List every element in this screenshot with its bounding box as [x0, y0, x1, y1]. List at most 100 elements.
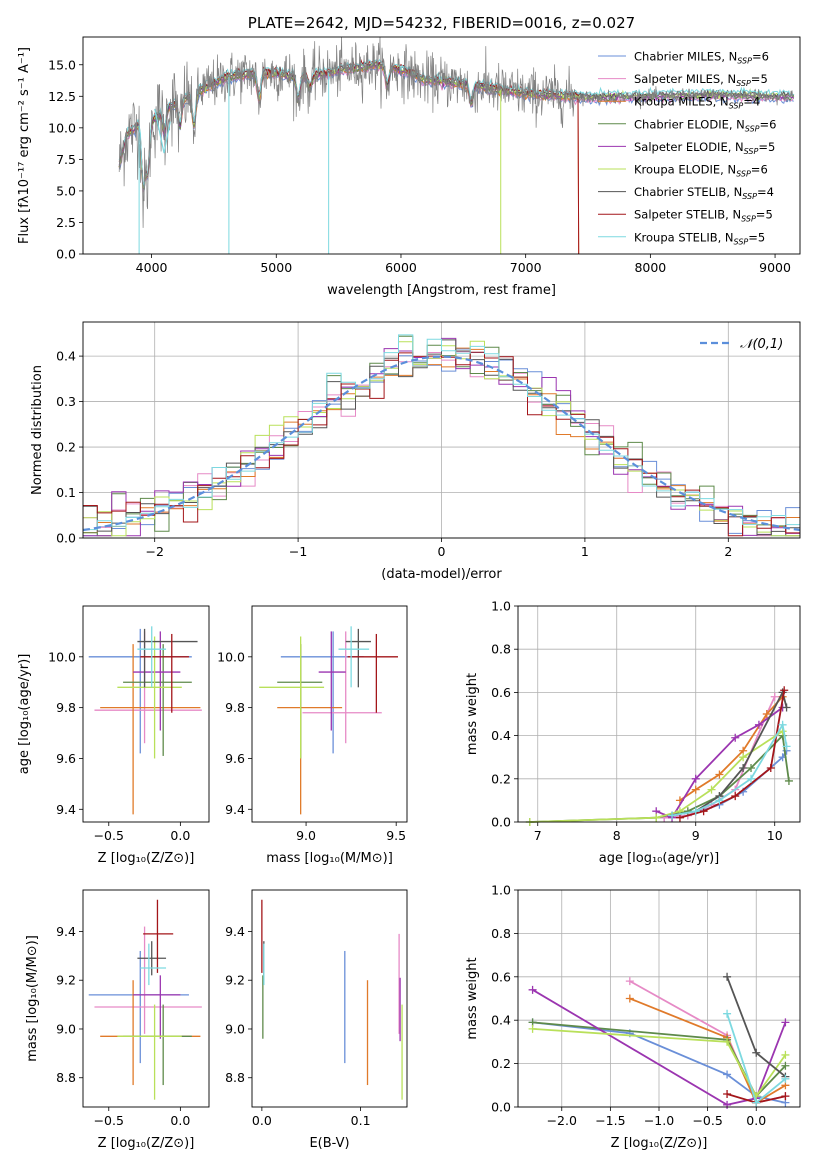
legend-series-name: Salpeter MILES — [634, 72, 720, 86]
massweight_vs_Z-ytick-label: 0.4 — [491, 1013, 511, 1028]
residuals-ytick-label: 0.2 — [56, 440, 76, 455]
legend-nssp: 6 — [760, 163, 767, 177]
spectrum-ytick-label: 7.5 — [56, 152, 76, 167]
legend-series-name: Kroupa STELIB — [634, 230, 718, 244]
series-marker — [782, 742, 791, 751]
series-marker — [691, 785, 700, 794]
series-marker — [731, 792, 740, 801]
massweight_vs_age-xlabel: age [log₁₀(age/yr)] — [599, 851, 720, 866]
mass_vs_Z-ytick-label: 9.0 — [56, 1021, 76, 1036]
legend-n: , N — [721, 50, 737, 64]
residual-histogram — [83, 337, 800, 537]
age_vs_Z-points — [88, 626, 202, 815]
mass_vs_EBV-xtick-label: 0.0 — [252, 1113, 272, 1128]
massweight_vs_Z-xtick-label: 0.0 — [746, 1113, 766, 1128]
spectrum-ytick-label: 15.0 — [48, 57, 76, 72]
mass_vs_Z-ytick-label: 8.8 — [56, 1070, 76, 1085]
age_vs_mass-axes: 9.0 9.5 9.4 9.6 9.8 10.0 mass [log₁₀(M/M⊙)] — [217, 649, 406, 866]
massweight_vs_age-ytick-label: 1.0 — [491, 599, 511, 614]
legend-n: , N — [713, 95, 729, 109]
massweight_vs_Z-ytick-label: 0.2 — [491, 1056, 511, 1071]
spectrum-ytick-label: 2.5 — [56, 215, 76, 230]
residual-hist — [83, 334, 800, 537]
legend-nssp: 4 — [753, 95, 760, 109]
legend-eq: = — [757, 185, 767, 199]
legend-series-name: Kroupa ELODIE — [634, 163, 720, 177]
age_vs_Z-ylabel: age [log₁₀(age/yr)] — [17, 654, 32, 775]
residuals-ylabel: Normed distribution — [30, 365, 45, 495]
series-marker — [781, 1092, 790, 1101]
massweight_vs_Z-ytick-label: 0.6 — [491, 969, 511, 984]
gaussian-reference-curve — [83, 355, 800, 532]
legend-sub: SSP — [744, 147, 759, 156]
legend-label: Salpeter MILES, NSSP=5 — [634, 72, 768, 88]
massweight_vs_age-ytick-label: 0.0 — [491, 815, 511, 830]
series-marker — [625, 994, 634, 1003]
series-marker — [781, 1061, 790, 1070]
legend-n: , N — [720, 72, 736, 86]
massweight_vs_Z-frame — [517, 889, 801, 1108]
series-marker — [754, 720, 763, 729]
series-line — [529, 730, 784, 823]
series-marker — [780, 686, 789, 695]
spectrum-xtick-label: 5000 — [260, 260, 292, 275]
spectrum-ytick-label: 10.0 — [48, 120, 76, 135]
mass_vs_EBV-ytick-label: 9.2 — [225, 973, 245, 988]
residuals-ytick-label: 0.3 — [56, 394, 76, 409]
massweight_vs_age-ytick-label: 0.2 — [491, 771, 511, 786]
mass_vs_Z-points — [88, 899, 202, 1100]
legend-label: Kroupa MILES, NSSP=4 — [634, 95, 760, 111]
spectrum-ytick-label: 5.0 — [56, 183, 76, 198]
legend-label: Kroupa STELIB, NSSP=5 — [634, 230, 765, 246]
massweight_vs_Z-ylabel: mass weight — [465, 957, 480, 1039]
legend-label: Salpeter ELODIE, NSSP=5 — [634, 140, 775, 156]
age_vs_mass-points — [259, 626, 398, 815]
residuals-xtick-label: −1 — [289, 544, 307, 559]
series-marker — [752, 1098, 761, 1107]
mass_vs_EBV-ytick-label: 8.8 — [225, 1070, 245, 1085]
spectrum-lines — [118, 37, 795, 254]
massweight_vs_age-ytick-label: 0.8 — [491, 642, 511, 657]
series-marker — [723, 1070, 732, 1079]
series-marker — [715, 770, 724, 779]
spectrum-xtick-label: 9000 — [759, 260, 791, 275]
legend-eq: = — [751, 163, 761, 177]
legend-series-name: Salpeter ELODIE — [634, 140, 728, 154]
reference-legend-label: 𝒩(0,1) — [740, 337, 783, 352]
series-marker — [723, 1037, 732, 1046]
legend-sub: SSP — [729, 102, 744, 111]
spectrum-frame — [82, 36, 801, 255]
series-marker — [675, 813, 684, 822]
spectrum-axes: 4000 5000 6000 7000 8000 9000 0.0 2.5 5.0 7.5 10.0… — [17, 14, 791, 298]
legend-sub: SSP — [741, 215, 756, 224]
legend-eq: = — [758, 140, 768, 154]
massweight_vs_Z-xtick-label: −0.5 — [692, 1113, 722, 1128]
age_vs_mass-ytick-label: 9.6 — [225, 751, 245, 766]
legend-series-name: Chabrier STELIB — [634, 185, 726, 199]
legend-label: Chabrier MILES, NSSP=6 — [634, 50, 769, 66]
series-marker — [723, 1100, 732, 1109]
spectrum-data-line — [118, 37, 794, 228]
age_vs_Z-xtick-label: 0.0 — [170, 828, 190, 843]
massweight_vs_age-xtick-label: 8 — [613, 828, 621, 843]
mass_vs_Z-xlabel: Z [log₁₀(Z/Z⊙)] — [98, 1136, 195, 1151]
spectrum-xtick-label: 6000 — [385, 260, 417, 275]
series-marker — [781, 1074, 790, 1083]
legend-eq: = — [748, 230, 758, 244]
legend-nssp: 6 — [762, 50, 769, 64]
massweight_vs_age-series — [525, 686, 793, 826]
mass_vs_Z-xtick-label: 0.0 — [170, 1113, 190, 1128]
residual-histogram — [83, 351, 800, 537]
series-marker — [652, 813, 661, 822]
legend-series-name: Salpeter STELIB — [634, 208, 725, 222]
massweight_vs_age-xtick-label: 9 — [692, 828, 700, 843]
legend-eq: = — [756, 208, 766, 222]
legend-n: , N — [726, 185, 742, 199]
series-marker — [762, 710, 771, 718]
age_vs_Z-ytick-label: 9.6 — [56, 751, 76, 766]
series-marker — [752, 1048, 761, 1057]
massweight_vs_Z-xtick-label: −1.0 — [644, 1113, 674, 1128]
series-marker — [747, 774, 756, 783]
series-marker — [715, 796, 724, 805]
